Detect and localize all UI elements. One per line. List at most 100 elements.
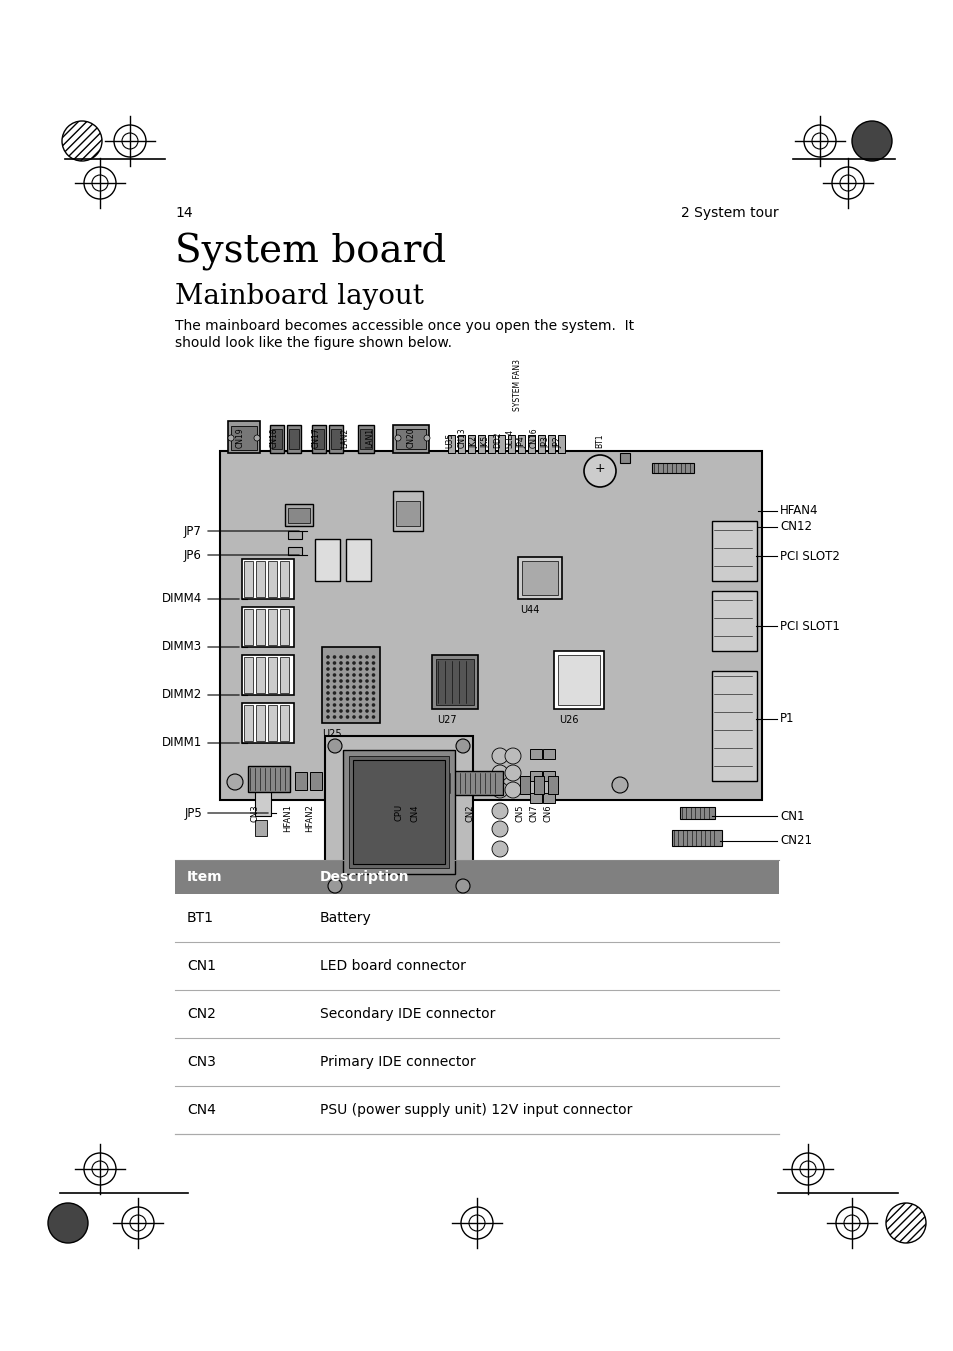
Bar	[310, 771, 322, 790]
Text: CPU: CPU	[395, 804, 403, 821]
Circle shape	[333, 661, 336, 665]
Circle shape	[326, 692, 330, 694]
Text: DIMM3: DIMM3	[162, 640, 202, 654]
Bar	[268, 609, 276, 644]
Circle shape	[345, 715, 349, 719]
Circle shape	[352, 655, 355, 659]
Bar	[448, 771, 502, 794]
Text: JP7: JP7	[184, 524, 202, 538]
Bar	[530, 748, 541, 759]
Text: LAN2: LAN2	[340, 428, 349, 449]
Circle shape	[395, 435, 400, 440]
Bar	[285, 504, 313, 526]
Bar	[325, 736, 473, 896]
Circle shape	[365, 685, 369, 689]
Bar	[558, 655, 599, 705]
Bar	[228, 422, 260, 453]
Bar	[174, 861, 779, 894]
Bar	[521, 561, 558, 594]
Bar	[393, 426, 429, 453]
Circle shape	[851, 122, 891, 161]
Bar	[359, 430, 372, 449]
Circle shape	[456, 880, 470, 893]
Text: JP3: JP3	[541, 436, 550, 449]
Text: U44: U44	[519, 605, 539, 615]
Bar	[329, 426, 343, 453]
Circle shape	[492, 748, 507, 765]
Circle shape	[885, 1202, 925, 1243]
Bar	[270, 426, 284, 453]
Bar	[558, 435, 564, 453]
Circle shape	[228, 435, 233, 440]
Bar	[174, 990, 779, 1038]
Bar	[287, 426, 301, 453]
Bar	[346, 539, 371, 581]
Bar	[288, 547, 302, 555]
Circle shape	[372, 667, 375, 671]
Bar	[174, 1086, 779, 1133]
Text: CN18: CN18	[269, 427, 278, 449]
Circle shape	[339, 692, 342, 694]
Circle shape	[326, 655, 330, 659]
Bar	[272, 430, 282, 449]
Text: PSU (power supply unit) 12V input connector: PSU (power supply unit) 12V input connec…	[319, 1102, 632, 1117]
Text: CN3: CN3	[251, 804, 259, 821]
Circle shape	[358, 704, 362, 707]
Bar	[477, 435, 484, 453]
Bar	[280, 609, 289, 644]
Text: The mainboard becomes accessible once you open the system.  It: The mainboard becomes accessible once yo…	[174, 319, 634, 332]
Circle shape	[345, 704, 349, 707]
Circle shape	[583, 455, 616, 486]
Circle shape	[352, 667, 355, 671]
Circle shape	[62, 122, 102, 161]
Bar	[244, 705, 253, 740]
Circle shape	[365, 680, 369, 682]
Circle shape	[333, 655, 336, 659]
Circle shape	[358, 709, 362, 713]
Text: PCI SLOT1: PCI SLOT1	[780, 620, 839, 632]
Circle shape	[365, 709, 369, 713]
Bar	[711, 671, 757, 781]
Bar	[395, 501, 419, 526]
Bar	[174, 1038, 779, 1086]
Circle shape	[372, 680, 375, 682]
Circle shape	[372, 661, 375, 665]
Bar	[255, 657, 265, 693]
Text: BT1: BT1	[595, 434, 604, 449]
Bar	[711, 590, 757, 651]
Circle shape	[504, 748, 520, 765]
Circle shape	[253, 435, 260, 440]
Circle shape	[339, 655, 342, 659]
Bar	[331, 430, 340, 449]
Circle shape	[372, 655, 375, 659]
Text: LED board connector: LED board connector	[319, 959, 465, 973]
Circle shape	[326, 709, 330, 713]
Text: U35: U35	[445, 432, 454, 449]
Circle shape	[365, 667, 369, 671]
Bar	[457, 435, 464, 453]
Circle shape	[333, 704, 336, 707]
Text: CN13: CN13	[457, 427, 466, 449]
Bar	[679, 807, 714, 819]
Text: HFAN1: HFAN1	[283, 804, 293, 832]
Text: CN5: CN5	[515, 804, 524, 821]
Text: System board: System board	[174, 232, 446, 272]
Circle shape	[492, 802, 507, 819]
Circle shape	[372, 685, 375, 689]
Circle shape	[326, 715, 330, 719]
Bar	[322, 647, 379, 723]
Bar	[468, 435, 475, 453]
Bar	[530, 771, 541, 781]
Circle shape	[345, 655, 349, 659]
Circle shape	[352, 704, 355, 707]
Circle shape	[365, 661, 369, 665]
Bar	[651, 463, 693, 473]
Circle shape	[352, 680, 355, 682]
Text: DIMM4: DIMM4	[162, 593, 202, 605]
Text: CN20: CN20	[406, 427, 416, 449]
Text: DIMM2: DIMM2	[162, 689, 202, 701]
Circle shape	[358, 680, 362, 682]
Circle shape	[352, 697, 355, 701]
Bar	[231, 426, 256, 450]
Bar	[530, 793, 541, 802]
